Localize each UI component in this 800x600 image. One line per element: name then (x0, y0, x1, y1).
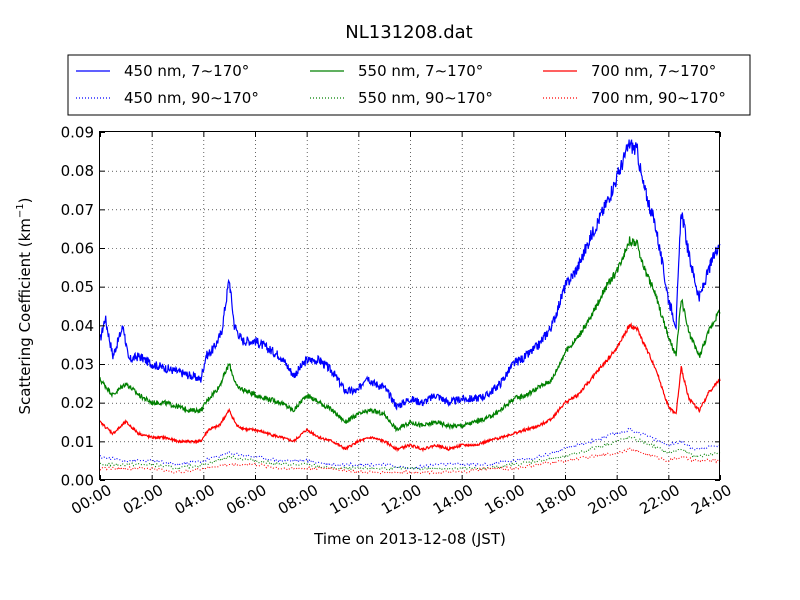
x-tick-label: 06:00 (223, 481, 269, 518)
y-tick-label: 0.03 (61, 356, 94, 374)
x-tick-labels: 00:00 02:00 04:00 06:00 08:00 10:00 12:00 14:00… (68, 481, 734, 518)
plot-frame (99, 131, 720, 480)
x-tick-label: 12:00 (378, 481, 424, 518)
series-line (99, 322, 721, 453)
x-tick-label: 16:00 (482, 481, 528, 518)
y-tick-label: 0.06 (61, 240, 94, 258)
y-axis-label: Scattering Coefficient (km−1) (15, 197, 34, 414)
legend-label: 450 nm, 7∼170° (124, 62, 249, 80)
legend-label: 450 nm, 90∼170° (124, 89, 259, 107)
chart-title: NL131208.dat (345, 22, 472, 43)
x-axis-label: Time on 2013-12-08 (JST) (313, 530, 506, 548)
x-tick-label: 24:00 (688, 481, 734, 518)
y-tick-label: 0.00 (61, 472, 94, 490)
x-tick-label: 10:00 (327, 481, 373, 518)
y-axis-label-close: ) (16, 197, 34, 203)
x-tick-label: 22:00 (637, 481, 683, 518)
y-tick-label: 0.02 (61, 394, 94, 412)
x-tick-label: 18:00 (533, 481, 579, 518)
y-tick-label: 0.04 (61, 317, 94, 335)
y-tick-label: 0.09 (61, 124, 94, 142)
legend: 450 nm, 7∼170° 550 nm, 7∼170° 700 nm, 7∼17… (67, 54, 751, 116)
grid (100, 132, 720, 480)
y-axis-label-main: Scattering Coefficient (km (16, 218, 34, 414)
y-tick-label: 0.05 (61, 278, 94, 296)
x-tick-label: 02:00 (120, 481, 166, 518)
legend-label: 550 nm, 90∼170° (358, 89, 493, 107)
series-line (99, 427, 721, 471)
series-line (99, 236, 721, 433)
x-tick-label: 14:00 (430, 481, 476, 518)
ticks (100, 132, 721, 481)
legend-label: 700 nm, 90∼170° (591, 89, 726, 107)
y-axis-label-superscript: −1 (15, 203, 26, 218)
y-tick-label: 0.01 (61, 433, 94, 451)
y-tick-label: 0.08 (61, 162, 94, 180)
legend-frame (67, 54, 751, 116)
y-tick-labels: 0.00 0.01 0.02 0.03 0.04 0.05 0.06 0.07 0.08 0.09 (61, 124, 94, 490)
x-tick-label: 20:00 (585, 481, 631, 518)
y-tick-label: 0.07 (61, 201, 94, 219)
legend-label: 700 nm, 7∼170° (591, 62, 716, 80)
x-tick-label: 08:00 (275, 481, 321, 518)
series-layer (99, 139, 721, 475)
legend-label: 550 nm, 7∼170° (358, 62, 483, 80)
series-line (99, 139, 721, 411)
x-tick-label: 04:00 (172, 481, 218, 518)
